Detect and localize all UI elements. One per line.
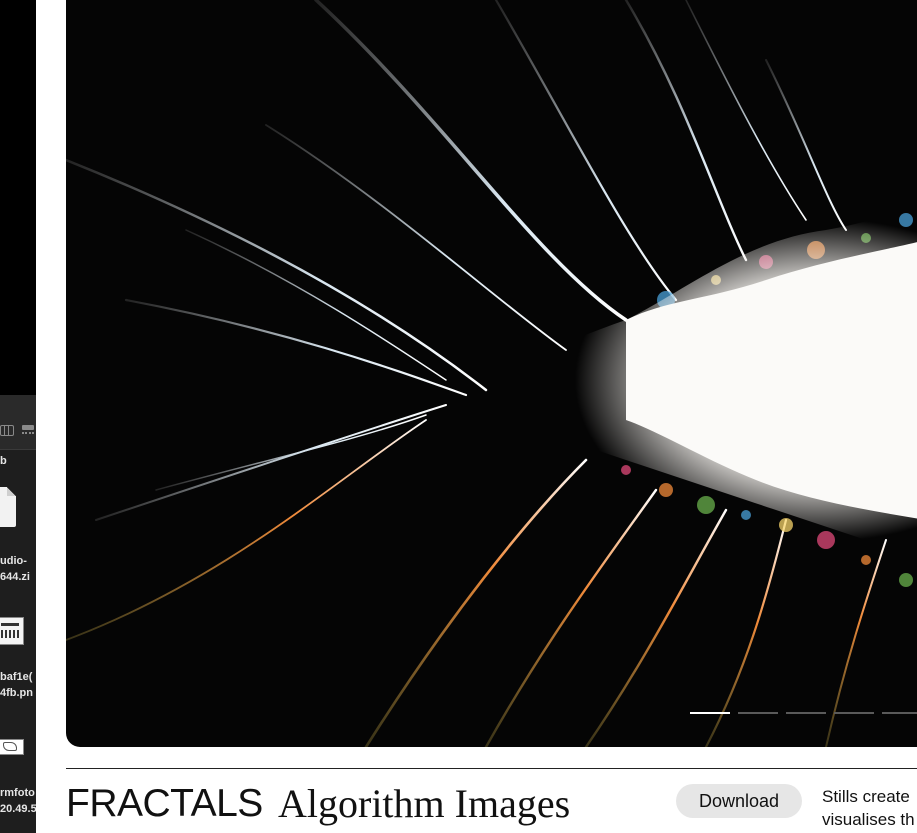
file-name[interactable]: rmfoto 20.49.5 <box>0 785 36 817</box>
gallery-view-icon[interactable] <box>22 425 34 434</box>
fractal-strand <box>95 404 447 521</box>
pager-segment[interactable] <box>786 712 826 714</box>
fractal-artwork <box>66 0 917 747</box>
fractal-strand <box>494 0 678 302</box>
fractal-fringe <box>861 555 871 565</box>
fractal-strand <box>765 59 847 231</box>
file-name-line: 4fb.pn <box>0 687 33 699</box>
fractal-strand <box>155 414 427 491</box>
image-thumbnail[interactable] <box>0 739 24 755</box>
description: Stills create visualises th <box>822 785 917 831</box>
file-name-line: rmfoto <box>0 787 35 799</box>
file-name-line: baf1e( <box>0 671 33 683</box>
fractal-strand <box>624 0 748 262</box>
finder-window: b udio- 644.zi baf1e( 4fb.pn rmfoto 20.4… <box>0 0 36 833</box>
page-title: FRACTALS <box>66 782 263 825</box>
fractal-fringe <box>779 518 793 532</box>
fractal-fringe <box>899 573 913 587</box>
fractal-fringe <box>621 465 631 475</box>
page-subtitle: Algorithm Images <box>278 781 571 826</box>
fractal-strand <box>364 458 588 747</box>
image-thumbnail[interactable] <box>0 617 24 645</box>
fractal-fringe <box>817 531 835 549</box>
file-name-line: 20.49.5 <box>0 803 36 815</box>
file-name[interactable]: baf1e( 4fb.pn <box>0 669 33 701</box>
fractal-strand <box>685 0 807 221</box>
fractal-strand <box>314 0 628 322</box>
file-name-line: 644.zi <box>0 571 30 583</box>
pager-segment[interactable] <box>834 712 874 714</box>
fractal-strand <box>185 229 447 381</box>
fractal-strand <box>124 298 468 397</box>
file-name-line: udio- <box>0 555 27 567</box>
document-icon[interactable] <box>0 487 16 527</box>
divider <box>66 768 917 769</box>
fractal-fringe <box>697 496 715 514</box>
pager-segment[interactable] <box>738 712 778 714</box>
hero-image[interactable] <box>66 0 917 747</box>
file-name[interactable]: udio- 644.zi <box>0 553 30 585</box>
fractal-strand <box>584 508 728 747</box>
fractal-strand <box>265 124 567 351</box>
fractal-strand <box>825 539 887 747</box>
path-label: b <box>0 455 7 467</box>
fractal-fringe <box>741 510 751 520</box>
fractal-strand <box>484 488 658 747</box>
description-line: visualises th <box>822 810 915 829</box>
pager-segment[interactable] <box>690 712 730 714</box>
description-line: Stills create <box>822 787 910 806</box>
fractal-strand <box>66 419 427 641</box>
fractal-fringe <box>659 483 673 497</box>
finder-pane: b udio- 644.zi baf1e( 4fb.pn rmfoto 20.4… <box>0 395 36 833</box>
fractal-strand <box>66 158 488 392</box>
download-button[interactable]: Download <box>676 784 802 818</box>
column-view-icon[interactable] <box>0 425 14 436</box>
pager-segment[interactable] <box>882 712 917 714</box>
finder-toolbar <box>0 395 36 450</box>
fractal-strand <box>704 518 788 747</box>
